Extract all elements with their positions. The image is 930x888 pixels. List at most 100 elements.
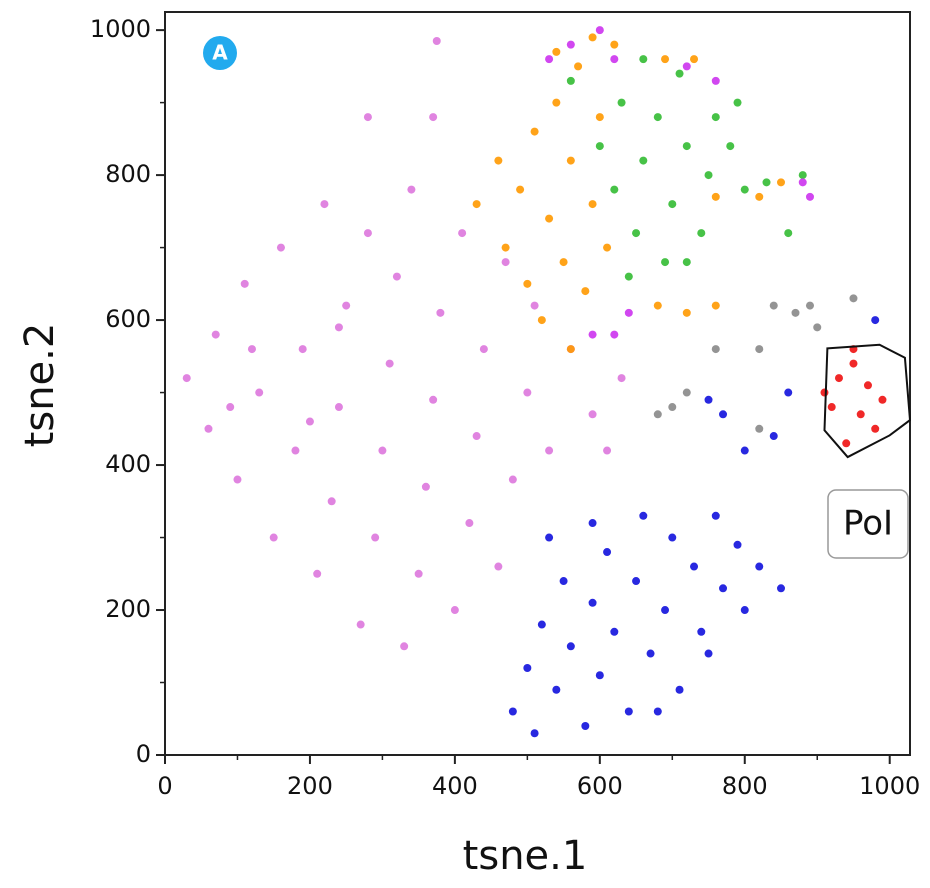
point (545, 533, 554, 542)
point (653, 113, 662, 122)
point (472, 200, 481, 209)
point (552, 98, 561, 107)
point (653, 707, 662, 716)
point (610, 40, 619, 49)
point (400, 642, 409, 651)
point (798, 171, 807, 180)
point (436, 308, 445, 317)
point (385, 359, 394, 368)
point (545, 446, 554, 455)
point (849, 359, 858, 368)
x-tick-label: 400 (432, 772, 478, 800)
point (465, 519, 474, 528)
point (661, 55, 670, 64)
point (537, 620, 546, 629)
point (632, 229, 641, 238)
point (755, 345, 764, 354)
point (559, 577, 568, 586)
point (675, 69, 684, 78)
point (740, 606, 749, 615)
point (552, 685, 561, 694)
point (530, 301, 539, 310)
point (740, 446, 749, 455)
point (458, 229, 467, 238)
point (842, 439, 851, 448)
point (653, 301, 662, 310)
point (327, 497, 336, 506)
point (682, 258, 691, 267)
point (595, 142, 604, 151)
point (204, 424, 213, 433)
point (704, 395, 713, 404)
point (675, 685, 684, 694)
point (392, 272, 401, 281)
point (711, 76, 720, 85)
point (320, 200, 329, 209)
point (494, 156, 503, 165)
point (682, 142, 691, 151)
point (269, 533, 278, 542)
point (711, 113, 720, 122)
point (432, 36, 441, 45)
point (834, 374, 843, 383)
point (682, 308, 691, 317)
point (407, 185, 416, 194)
point (632, 577, 641, 586)
point (334, 403, 343, 412)
point (653, 410, 662, 419)
point (313, 569, 322, 578)
point (617, 374, 626, 383)
point (610, 627, 619, 636)
point (668, 200, 677, 209)
point (566, 40, 575, 49)
point (769, 301, 778, 310)
point (878, 395, 887, 404)
y-tick-label: 200 (105, 595, 151, 623)
gate-label: PoI (843, 504, 893, 544)
point (740, 185, 749, 194)
point (711, 345, 720, 354)
point (711, 192, 720, 201)
point (646, 649, 655, 658)
y-tick-label: 1000 (90, 15, 151, 43)
point (697, 627, 706, 636)
point (595, 26, 604, 35)
y-axis-label: tsne.2 (17, 323, 63, 448)
point (668, 403, 677, 412)
point (450, 606, 459, 615)
point (769, 432, 778, 441)
point (624, 272, 633, 281)
point (603, 548, 612, 557)
point (429, 395, 438, 404)
point (501, 243, 510, 252)
point (363, 229, 372, 238)
point (356, 620, 365, 629)
point (429, 113, 438, 122)
gate-polygon (823, 343, 912, 459)
point (479, 345, 488, 354)
point (574, 62, 583, 71)
point (603, 446, 612, 455)
point (871, 316, 880, 325)
point (784, 388, 793, 397)
point (610, 185, 619, 194)
point (610, 55, 619, 64)
point (566, 345, 575, 354)
point (566, 76, 575, 85)
point (363, 113, 372, 122)
point (704, 171, 713, 180)
point (588, 598, 597, 607)
point (182, 374, 191, 383)
point (501, 258, 510, 267)
point (668, 533, 677, 542)
point (624, 308, 633, 317)
point (523, 664, 532, 673)
point (305, 417, 314, 426)
point (777, 584, 786, 593)
point (777, 178, 786, 187)
point (639, 511, 648, 520)
y-tick-label: 400 (105, 450, 151, 478)
point (247, 345, 256, 354)
point (559, 258, 568, 267)
